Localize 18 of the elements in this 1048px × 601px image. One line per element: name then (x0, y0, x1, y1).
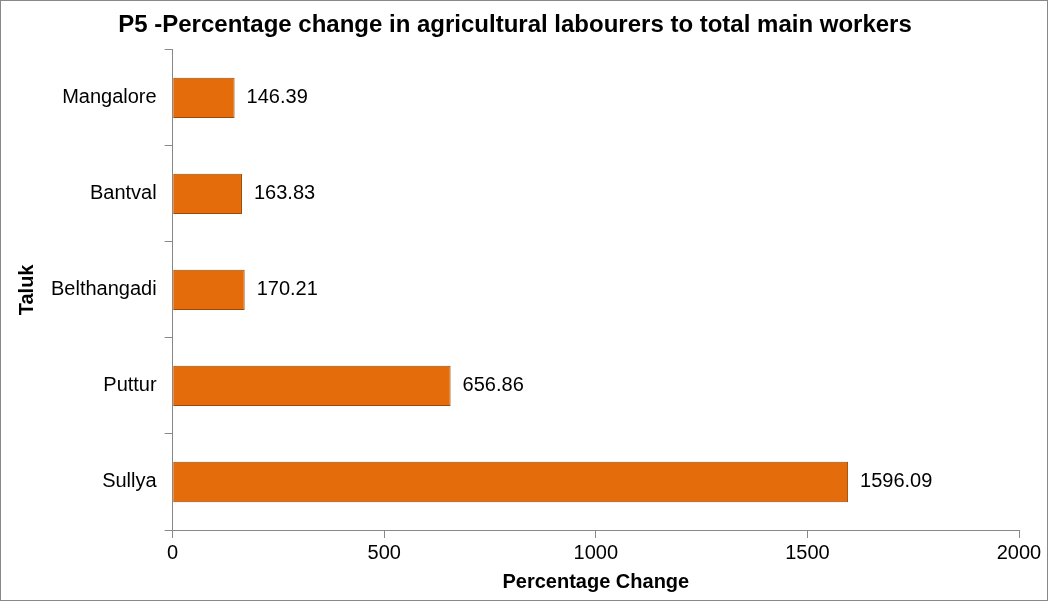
y-tick-label: Belthangadi (50, 277, 157, 300)
chart-title: P5 -Percentage change in agricultural labourers to total main workers (118, 10, 912, 38)
x-axis-title: Percentage Change (502, 569, 690, 592)
data-label: 146.39 (246, 85, 308, 108)
data-label: 656.86 (462, 373, 524, 396)
x-tick-label: 1000 (573, 540, 619, 563)
y-tick-label: Sullya (102, 469, 158, 492)
x-tick-label: 2000 (996, 540, 1042, 563)
x-tick-label: 1500 (785, 540, 830, 563)
y-tick-label: Puttur (103, 373, 157, 396)
data-label: 170.21 (256, 277, 318, 300)
y-axis-title: Taluk (14, 263, 37, 316)
y-tick-label: Mangalore (62, 85, 157, 108)
data-label: 1596.09 (860, 469, 933, 492)
x-tick-label: 500 (367, 540, 401, 563)
data-label: 163.83 (253, 181, 316, 204)
y-tick-label: Bantval (89, 181, 157, 204)
x-tick-label: 0 (167, 540, 179, 563)
